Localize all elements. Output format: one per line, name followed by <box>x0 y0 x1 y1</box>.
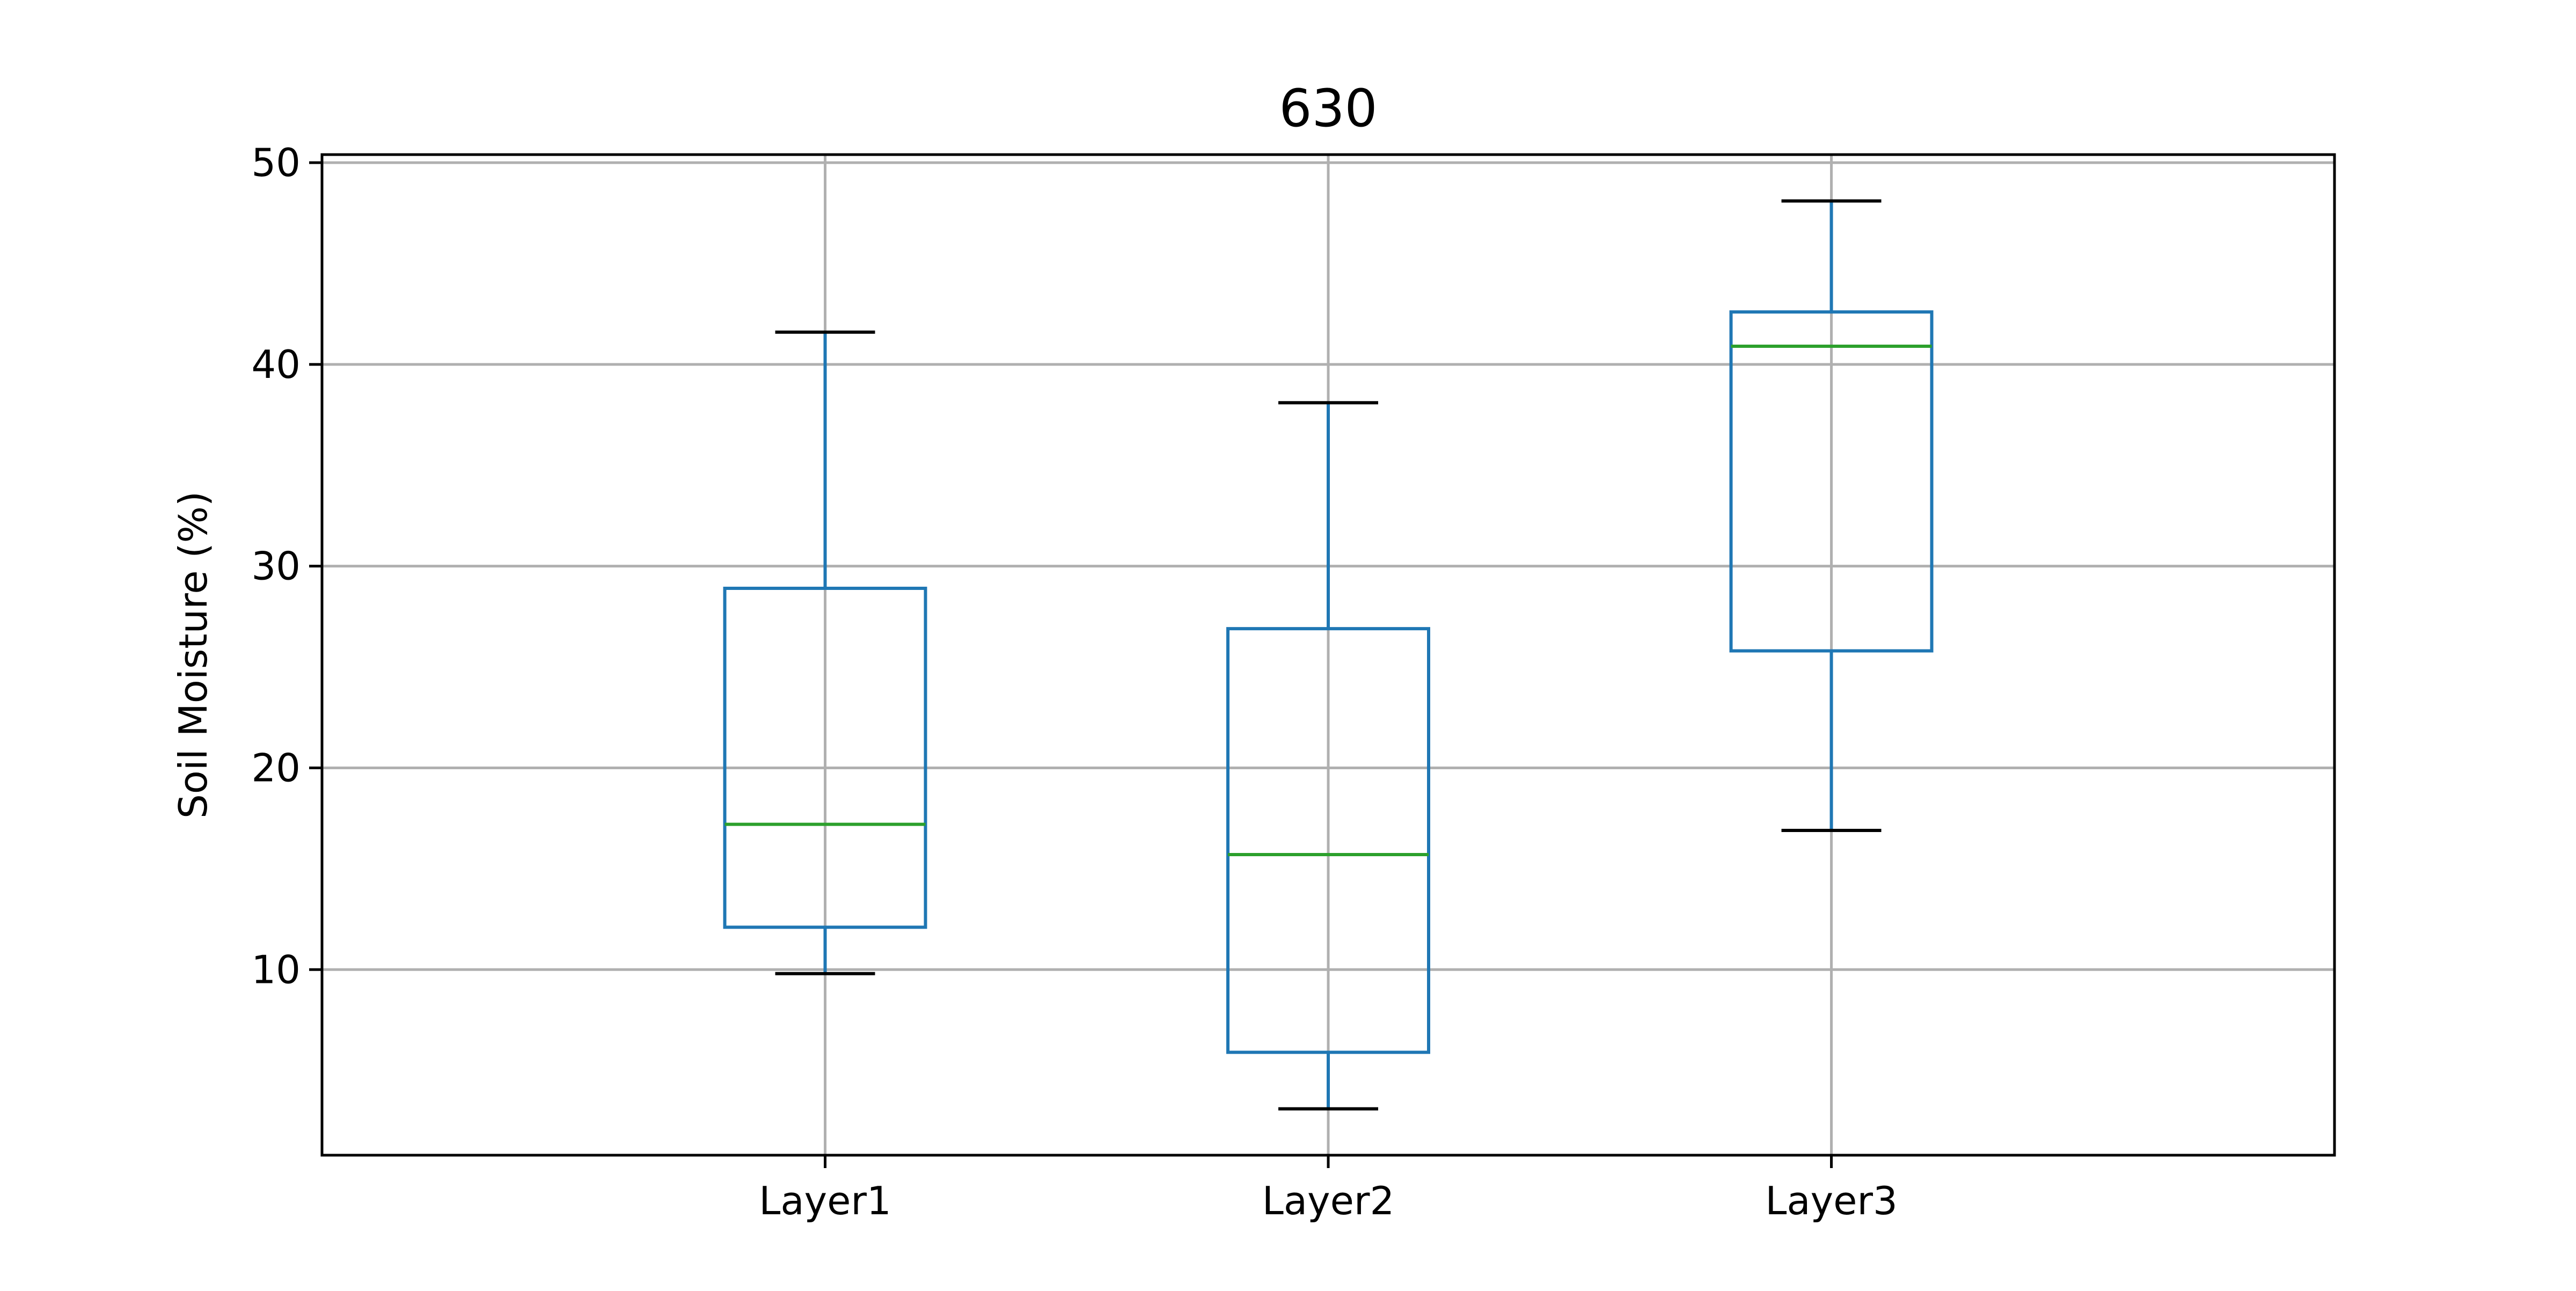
y-tick-label: 50 <box>251 140 301 185</box>
box-layer2 <box>1226 401 1430 1111</box>
y-tick-label: 20 <box>251 745 301 790</box>
boxes <box>723 199 1934 1111</box>
y-tick-label: 40 <box>251 342 301 387</box>
y-tick-label: 10 <box>251 947 301 992</box>
box-layer1 <box>723 330 927 975</box>
iqr-box <box>723 586 927 929</box>
y-axis-label: Soil Moisture (%) <box>171 491 216 819</box>
iqr-box <box>1729 310 1934 653</box>
y-tick-label: 30 <box>251 544 301 589</box>
x-tick-label-layer1: Layer1 <box>759 1178 891 1223</box>
x-tick-label-layer2: Layer2 <box>1262 1178 1395 1223</box>
chart-title: 630 <box>1279 78 1377 138</box>
box-layer3 <box>1729 199 1934 832</box>
ticks: 10 20 30 40 50 Layer1 Layer2 Layer3 <box>251 140 1897 1223</box>
x-tick-label-layer3: Layer3 <box>1765 1178 1898 1223</box>
iqr-box <box>1226 627 1430 1054</box>
